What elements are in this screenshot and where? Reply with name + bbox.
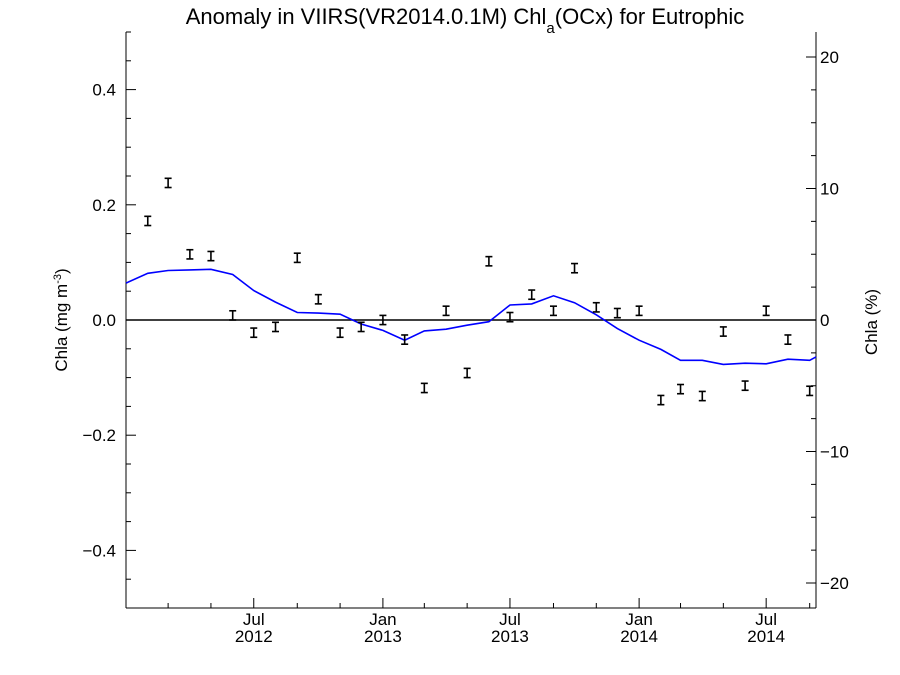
running-mean-series (125, 268, 817, 366)
anomaly-point (741, 380, 749, 392)
x-tick-year-label: 2014 (747, 627, 785, 646)
anomaly-point (613, 307, 621, 319)
anomaly-point (506, 311, 514, 323)
right-tick-label: 10 (820, 179, 839, 198)
anomaly-point (806, 385, 814, 397)
x-tick-year-label: 2013 (491, 627, 529, 646)
monthly-anomaly-series (144, 177, 814, 406)
anomaly-point (528, 289, 536, 301)
anomaly-point (784, 334, 792, 345)
right-tick-label: −10 (820, 443, 849, 462)
left-tick-label: 0.4 (92, 81, 116, 100)
anomaly-point (762, 305, 770, 317)
anomaly-point (314, 293, 322, 305)
x-tick-month-label: Jul (243, 610, 265, 629)
x-tick-month-label: Jul (755, 610, 777, 629)
anomaly-point (442, 305, 450, 317)
anomaly-point (635, 305, 643, 317)
y-axis-left-label: Chla (mg m-3) (52, 268, 71, 371)
anomaly-point (207, 250, 215, 262)
right-tick-label: 0 (820, 311, 829, 330)
chart-title: Anomaly in VIIRS(VR2014.0.1M) Chla(OCx) … (186, 4, 745, 37)
left-tick-label: −0.2 (82, 426, 116, 445)
left-tick-label: −0.4 (82, 541, 116, 560)
anomaly-point (250, 327, 258, 339)
anomaly-point (549, 305, 557, 317)
anomaly-point (420, 382, 428, 394)
anomaly-point (379, 314, 387, 326)
anomaly-point (571, 262, 579, 274)
anomaly-point (698, 390, 706, 402)
x-tick-month-label: Jan (369, 610, 396, 629)
anomaly-point (229, 309, 237, 321)
right-tick-label: 20 (820, 48, 839, 67)
anomaly-point (293, 252, 301, 264)
anomaly-point (463, 367, 471, 379)
anomaly-point (657, 394, 665, 406)
left-tick-label: 0.0 (92, 311, 116, 330)
anomaly-point (485, 255, 493, 267)
left-axis-ticks: 0.4 0.2 0.0 −0.2 −0.4 (82, 31, 136, 609)
anomaly-point (186, 248, 194, 260)
anomaly-point (336, 327, 344, 339)
x-tick-year-label: 2012 (235, 627, 273, 646)
anomaly-point (592, 301, 600, 313)
anomaly-point (164, 177, 172, 189)
x-tick-year-label: 2013 (364, 627, 402, 646)
anomaly-point (357, 321, 365, 333)
anomaly-point (272, 321, 280, 333)
anomaly-point (719, 326, 727, 337)
y-axis-right-label: Chla (%) (862, 289, 881, 355)
x-tick-month-label: Jul (499, 610, 521, 629)
x-tick-month-label: Jan (625, 610, 652, 629)
anomaly-point (401, 334, 409, 345)
anomaly-point (144, 215, 152, 227)
left-tick-label: 0.2 (92, 196, 116, 215)
x-tick-year-label: 2014 (620, 627, 658, 646)
right-tick-label: −20 (820, 574, 849, 593)
anomaly-point (677, 383, 685, 395)
running-mean-line (125, 268, 817, 366)
